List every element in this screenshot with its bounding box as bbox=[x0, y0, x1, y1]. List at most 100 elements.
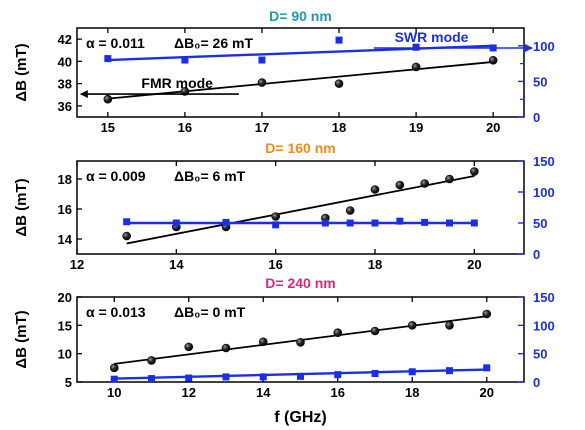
x-tick-label: 12 bbox=[70, 257, 84, 272]
x-tick-label: 17 bbox=[255, 120, 269, 135]
delta-b-annotation: ΔB₀= 6 mT bbox=[174, 168, 246, 184]
series-black-circles bbox=[109, 309, 492, 373]
data-point bbox=[371, 219, 379, 227]
data-point bbox=[222, 373, 230, 381]
panel-title: D= 90 nm bbox=[269, 8, 332, 24]
data-point bbox=[470, 167, 479, 176]
data-point bbox=[109, 363, 119, 373]
y-tick-label: 16 bbox=[58, 202, 72, 217]
plot-frame bbox=[76, 27, 525, 118]
fit-line bbox=[107, 61, 494, 100]
data-point bbox=[395, 180, 405, 190]
data-point bbox=[445, 321, 454, 330]
data-point bbox=[271, 212, 280, 221]
fmr-mode-label: FMR mode bbox=[141, 75, 213, 91]
y2-tick-label: 100 bbox=[533, 39, 555, 54]
y-tick-label: 10 bbox=[58, 347, 72, 362]
data-point bbox=[370, 326, 380, 336]
y-tick-label: 14 bbox=[58, 232, 73, 247]
x-tick-label: 20 bbox=[467, 257, 481, 272]
data-point bbox=[445, 174, 454, 184]
x-axis-label: f (GHz) bbox=[274, 409, 326, 426]
series-blue-squares bbox=[123, 217, 478, 229]
data-point bbox=[123, 218, 131, 226]
y-axis-label: ΔB (mT) bbox=[13, 178, 30, 236]
data-point bbox=[110, 375, 118, 383]
data-point bbox=[411, 62, 421, 72]
x-tick-label: 15 bbox=[101, 120, 115, 135]
x-tick-label: 14 bbox=[256, 385, 271, 400]
y-tick-label: 38 bbox=[58, 77, 72, 92]
y-tick-label: 40 bbox=[58, 54, 72, 69]
data-point bbox=[259, 373, 267, 381]
data-point bbox=[297, 372, 304, 380]
alpha-annotation: α = 0.011 bbox=[86, 35, 145, 51]
data-point bbox=[420, 179, 429, 188]
y-axis-label: ΔB (mT) bbox=[13, 310, 30, 368]
x-tick-label: 20 bbox=[480, 385, 494, 400]
data-point bbox=[257, 78, 267, 87]
data-point bbox=[221, 343, 231, 353]
x-tick-label: 10 bbox=[107, 385, 121, 400]
y-tick-label: 18 bbox=[58, 172, 72, 187]
data-point bbox=[334, 371, 342, 379]
y2-tick-label: 0 bbox=[533, 110, 540, 125]
series-black-circles bbox=[122, 167, 479, 245]
series-black-circles bbox=[103, 55, 498, 104]
data-point bbox=[272, 221, 280, 229]
data-point bbox=[345, 206, 355, 215]
delta-b-annotation: ΔB₀= 0 mT bbox=[174, 304, 246, 320]
data-point bbox=[470, 219, 478, 227]
data-point bbox=[103, 94, 113, 104]
y2-tick-label: 150 bbox=[533, 290, 555, 305]
data-point bbox=[346, 219, 354, 227]
y2-tick-label: 0 bbox=[533, 375, 540, 390]
data-point bbox=[421, 218, 429, 226]
y-tick-label: 36 bbox=[58, 99, 72, 114]
y2-tick-label: 50 bbox=[533, 216, 547, 231]
y2-tick-label: 50 bbox=[533, 74, 547, 89]
data-point bbox=[408, 368, 416, 376]
data-point bbox=[370, 185, 380, 194]
data-point bbox=[371, 370, 379, 377]
plot-frame bbox=[76, 296, 525, 383]
data-point bbox=[185, 374, 193, 382]
y2-tick-label: 50 bbox=[533, 347, 547, 362]
y2-tick-label: 150 bbox=[533, 154, 555, 169]
x-tick-label: 18 bbox=[368, 257, 382, 272]
data-point bbox=[335, 36, 343, 44]
x-tick-label: 16 bbox=[268, 257, 282, 272]
series-blue-squares bbox=[110, 364, 491, 383]
data-point bbox=[333, 328, 343, 338]
data-point bbox=[172, 219, 180, 227]
alpha-annotation: α = 0.009 bbox=[86, 168, 146, 184]
data-point bbox=[296, 338, 305, 347]
data-point bbox=[258, 56, 266, 64]
data-point bbox=[104, 55, 112, 63]
data-point bbox=[321, 219, 329, 227]
y-tick-label: 15 bbox=[58, 318, 72, 333]
data-point bbox=[184, 342, 194, 352]
panel-title: D= 240 nm bbox=[265, 275, 335, 291]
data-point bbox=[446, 367, 453, 375]
data-point bbox=[258, 337, 268, 347]
x-tick-label: 12 bbox=[182, 385, 196, 400]
y-tick-label: 5 bbox=[65, 375, 72, 390]
plot-frame bbox=[76, 160, 525, 255]
swr-mode-label: SWR mode bbox=[395, 29, 469, 45]
data-point bbox=[482, 309, 492, 319]
chart-panel-1: D= 90 nm 15 16 17 18 19 20 36 38 40 42 0 50 100 ΔB (mT… bbox=[13, 8, 555, 135]
data-point bbox=[446, 219, 453, 227]
chart-panel-3: D= 240 nm 10 12 14 16 18 20 5 10 15 20 0 50 100 150 ΔB … bbox=[13, 275, 555, 426]
x-tick-label: 18 bbox=[405, 385, 419, 400]
data-point bbox=[483, 364, 491, 372]
delta-b-annotation: ΔB₀= 26 mT bbox=[174, 35, 253, 51]
y-tick-label: 20 bbox=[58, 290, 72, 305]
y-tick-label: 42 bbox=[58, 32, 72, 47]
data-point bbox=[407, 321, 417, 330]
data-point bbox=[396, 217, 404, 225]
x-tick-label: 18 bbox=[332, 120, 346, 135]
x-tick-label: 16 bbox=[331, 385, 345, 400]
x-tick-label: 20 bbox=[486, 120, 500, 135]
